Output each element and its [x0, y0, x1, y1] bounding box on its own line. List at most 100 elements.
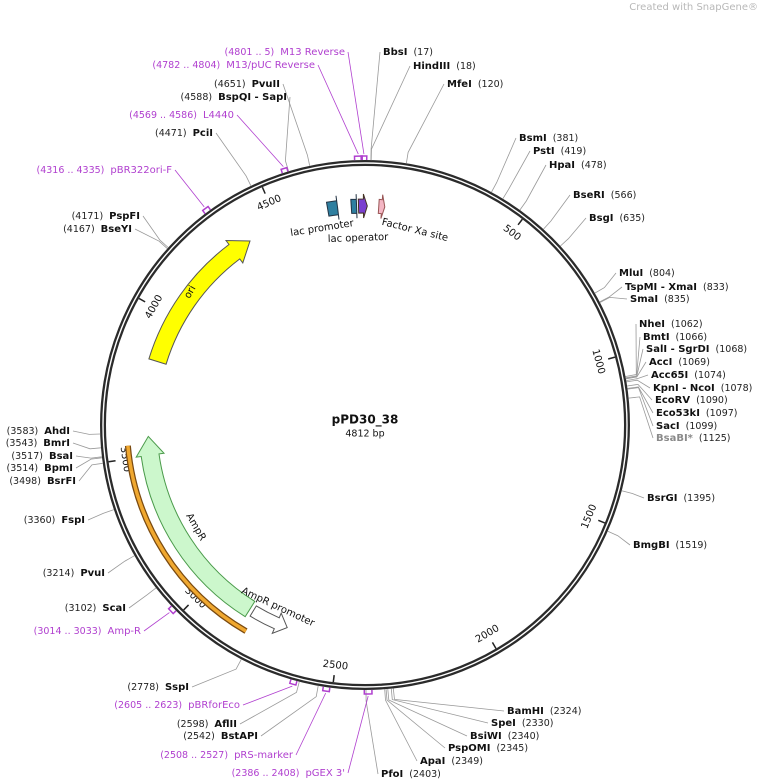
enzyme-name: KpnI - NcoI — [653, 383, 715, 394]
primer-leader — [295, 692, 327, 756]
backbone-gap — [102, 162, 628, 688]
primer-leader — [347, 695, 369, 774]
enzyme-label: BsmI (381) — [519, 133, 578, 145]
enzyme-label: (4471) PciI — [155, 128, 213, 140]
enzyme-position: (1078) — [721, 383, 753, 394]
enzyme-label: EcoRV (1090) — [655, 395, 728, 407]
tick-label: 1000 — [589, 348, 606, 375]
enzyme-leader — [392, 688, 505, 712]
enzyme-name: MluI — [619, 268, 643, 279]
enzyme-leader — [191, 659, 242, 688]
enzyme-label: TspMI - XmaI (833) — [625, 282, 729, 294]
enzyme-leader — [365, 689, 379, 775]
enzyme-name: BspQI - SapI — [218, 92, 287, 103]
enzyme-label: (4167) BseYI — [63, 224, 132, 236]
enzyme-label: BbsI (17) — [383, 47, 433, 59]
primer-label: (2508 .. 2527) pRS-marker — [160, 750, 294, 762]
enzyme-leader — [560, 217, 587, 247]
enzyme-label: MluI (804) — [619, 268, 675, 280]
enzyme-position: (1125) — [699, 433, 731, 444]
feature-factor-xa — [377, 194, 386, 219]
primer-name: L4440 — [203, 110, 234, 121]
tick-label: 4000 — [143, 293, 165, 321]
enzyme-name: BsgI — [589, 213, 613, 224]
primer-label: (3014 .. 3033) Amp-R — [34, 626, 141, 638]
feature-ampr — [135, 435, 256, 618]
enzyme-position: (478) — [581, 160, 607, 171]
enzyme-leader — [543, 194, 571, 230]
enzyme-label: BseRI (566) — [573, 190, 636, 202]
enzyme-name: NheI — [639, 319, 665, 330]
enzyme-label: PfoI (2403) — [381, 769, 441, 781]
enzyme-label: HindIII (18) — [413, 61, 476, 73]
primer-leader — [236, 114, 284, 167]
enzyme-leader — [627, 386, 654, 414]
enzyme-leader — [128, 587, 157, 609]
primer-label: (2386 .. 2408) pGEX 3' — [232, 768, 345, 780]
enzyme-position: (17) — [413, 47, 433, 58]
feature-label: Factor Xa site — [381, 217, 450, 244]
enzyme-label: BamHI (2324) — [507, 706, 581, 718]
enzyme-label: BmgBI (1519) — [633, 540, 707, 552]
primer-site — [363, 689, 373, 695]
feature-lac-promoter — [325, 195, 340, 220]
enzyme-name: PspFI — [109, 211, 140, 222]
enzyme-position: (1066) — [676, 332, 708, 343]
enzyme-leader — [284, 96, 291, 172]
enzyme-name: FspI — [61, 515, 85, 526]
enzyme-name: MfeI — [447, 79, 472, 90]
enzyme-leader — [75, 455, 102, 459]
enzyme-position: (835) — [664, 294, 690, 305]
enzyme-position: (1069) — [678, 357, 710, 368]
enzyme-position: (566) — [611, 190, 637, 201]
tick-mark — [261, 186, 266, 194]
enzyme-name: BmgBI — [633, 540, 670, 551]
enzyme-position: (381) — [553, 133, 579, 144]
enzyme-position: (3517) — [11, 451, 43, 462]
enzyme-name: SacI — [656, 421, 680, 432]
enzyme-leader — [260, 685, 319, 737]
enzyme-label: NheI (1062) — [639, 319, 703, 331]
feature-ori — [148, 239, 251, 365]
tick-label: 500 — [501, 223, 523, 243]
enzyme-position: (419) — [561, 146, 587, 157]
primer-site — [167, 605, 177, 615]
enzyme-name: SalI - SgrDI — [646, 344, 710, 355]
enzyme-position: (4471) — [155, 128, 187, 139]
enzyme-position: (1068) — [716, 344, 748, 355]
tick-mark — [108, 460, 116, 463]
enzyme-label: PspOMI (2345) — [448, 743, 528, 755]
enzyme-label: SmaI (835) — [630, 294, 690, 306]
enzyme-leader — [519, 164, 547, 211]
primer-label: (4801 .. 5) M13 Reverse — [225, 47, 345, 59]
enzyme-leader — [75, 457, 103, 469]
enzyme-name: PvuI — [80, 568, 105, 579]
enzyme-leader — [370, 65, 411, 161]
enzyme-name: PspOMI — [448, 743, 490, 754]
tick-label: 1500 — [580, 503, 600, 531]
primer-site — [201, 205, 212, 215]
enzyme-leader — [627, 387, 654, 427]
enzyme-label: AccI (1069) — [649, 357, 710, 369]
enzyme-position: (4588) — [181, 92, 213, 103]
enzyme-position: (1097) — [706, 408, 738, 419]
enzyme-name: Acc65I — [651, 370, 688, 381]
primer-label: (4782 .. 4804) M13/pUC Reverse — [152, 60, 315, 72]
enzyme-leader — [142, 215, 169, 248]
tick-mark — [183, 604, 190, 611]
enzyme-name: PciI — [193, 128, 213, 139]
plasmid-name: pPD30_38 — [332, 413, 399, 428]
enzyme-leader — [370, 51, 381, 161]
primer-name: M13/pUC Reverse — [226, 60, 315, 71]
primer-label: (2605 .. 2623) pBRforEco — [114, 700, 240, 712]
enzyme-name: BsmI — [519, 133, 547, 144]
enzyme-position: (2349) — [451, 756, 483, 767]
enzyme-leader — [78, 462, 103, 482]
enzyme-label: (4171) PspFI — [72, 211, 140, 223]
enzyme-label: BsiWI (2340) — [470, 731, 539, 743]
enzyme-position: (2345) — [496, 743, 528, 754]
enzyme-position: (4167) — [63, 224, 95, 235]
enzyme-position: (18) — [456, 61, 476, 72]
enzyme-position: (4651) — [214, 79, 246, 90]
